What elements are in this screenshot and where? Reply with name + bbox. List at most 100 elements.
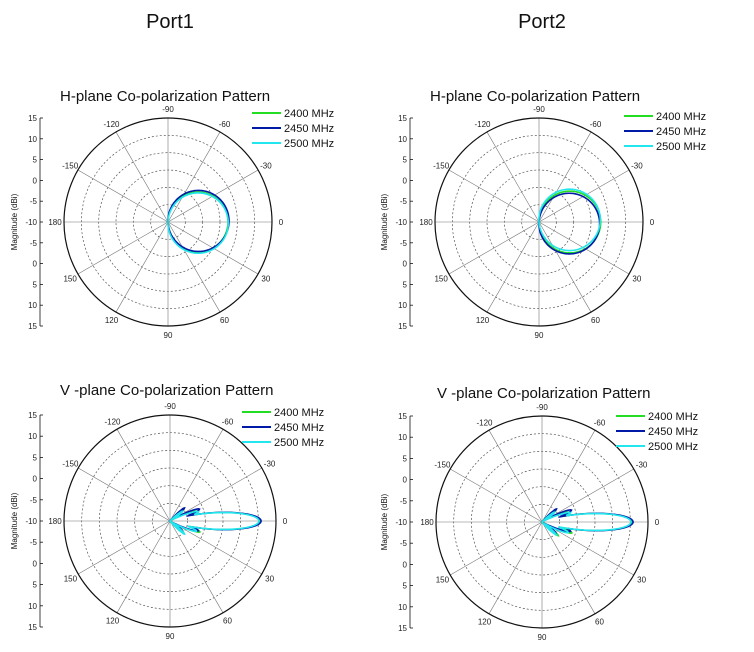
- magnitude-tick-label: -10: [25, 517, 37, 526]
- magnitude-tick-label: 10: [398, 603, 407, 612]
- legend-label: 2400 MHz: [656, 111, 706, 123]
- angle-label: -30: [260, 162, 272, 171]
- angle-label: -30: [636, 461, 648, 470]
- magnitude-tick-label: 15: [398, 322, 407, 331]
- grid-spoke: [450, 521, 543, 576]
- magnitude-tick-label: 5: [403, 454, 408, 463]
- grid-spoke: [541, 521, 634, 576]
- magnitude-tick-label: 5: [33, 156, 38, 165]
- angle-label: 120: [105, 316, 119, 325]
- angle-label: 60: [591, 316, 600, 325]
- legend-label: 2500 MHz: [274, 437, 324, 449]
- magnitude-tick-label: 5: [403, 582, 408, 591]
- magnitude-tick-label: 0: [33, 559, 38, 568]
- grid-spoke: [78, 467, 171, 522]
- grid-spoke: [169, 467, 262, 522]
- chart-title: V -plane Co-polarization Pattern: [437, 385, 650, 402]
- magnitude-tick-label: 15: [28, 623, 37, 632]
- angle-label: 90: [535, 331, 544, 340]
- angle-label: -90: [533, 105, 545, 114]
- grid-spoke: [169, 520, 262, 575]
- magnitude-tick-label: -5: [30, 538, 38, 547]
- series-curve-3: [169, 510, 260, 536]
- angle-label: -30: [264, 460, 276, 469]
- magnitude-tick-label: -10: [395, 218, 407, 227]
- magnitude-tick-label: -5: [30, 239, 38, 248]
- legend-label: 2450 MHz: [274, 422, 324, 434]
- angle-label: 60: [223, 617, 232, 626]
- magnitude-tick-label: 10: [398, 433, 407, 442]
- angle-label: -120: [476, 418, 493, 427]
- series-curve-3: [538, 188, 602, 252]
- angle-label: -120: [103, 120, 120, 129]
- magnitude-tick-label: 10: [28, 301, 37, 310]
- angle-label: 90: [164, 331, 173, 340]
- angle-label: 30: [265, 575, 274, 584]
- angle-label: -150: [62, 162, 79, 171]
- chart-title: H-plane Co-polarization Pattern: [430, 88, 640, 105]
- angle-label: -90: [162, 105, 174, 114]
- angle-label: 120: [106, 617, 120, 626]
- legend-label: 2400 MHz: [648, 411, 698, 423]
- magnitude-tick-label: -10: [25, 218, 37, 227]
- magnitude-tick-label: 15: [398, 412, 407, 421]
- angle-label: 60: [595, 618, 604, 627]
- magnitude-tick-label: 0: [33, 176, 38, 185]
- outer-ring: [63, 414, 277, 628]
- magnitude-tick-label: 15: [28, 322, 37, 331]
- grid-spoke: [77, 221, 169, 275]
- angle-label: 150: [63, 275, 77, 284]
- grid-spoke: [167, 221, 221, 313]
- outer-ring: [435, 415, 649, 629]
- angle-label: 90: [166, 632, 175, 641]
- magnitude-tick-label: 0: [33, 475, 38, 484]
- angle-label: 180: [48, 517, 62, 526]
- grid-spoke: [538, 131, 592, 223]
- grid-spoke: [541, 521, 596, 614]
- angle-label: -60: [590, 120, 602, 129]
- magnitude-tick-label: 0: [403, 560, 408, 569]
- grid-spoke: [115, 221, 169, 313]
- series-curve-3: [541, 511, 632, 537]
- angle-label: -90: [536, 403, 548, 412]
- angle-label: -90: [164, 402, 176, 411]
- magnitude-tick-label: 5: [403, 280, 408, 289]
- magnitude-tick-label: 10: [398, 135, 407, 144]
- grid-spoke: [169, 520, 224, 613]
- magnitude-tick-label: 15: [398, 624, 407, 633]
- outer-ring: [434, 117, 644, 327]
- chart-title: H-plane Co-polarization Pattern: [60, 88, 270, 105]
- angle-label: 120: [476, 316, 490, 325]
- series-curve-2: [167, 189, 230, 253]
- magnitude-tick-label: 10: [28, 432, 37, 441]
- legend-label: 2450 MHz: [648, 426, 698, 438]
- angle-label: 120: [478, 618, 492, 627]
- magnitude-tick-label: 5: [33, 581, 38, 590]
- magnitude-tick-label: 10: [28, 602, 37, 611]
- grid-spoke: [115, 131, 169, 223]
- y-axis-label: Magnitude (dBi): [380, 193, 389, 250]
- legend-label: 2400 MHz: [284, 108, 334, 120]
- polar-chart-1: H-plane Co-polarization Pattern-90 -60 -30…: [10, 88, 334, 340]
- magnitude-tick-label: 5: [403, 156, 408, 165]
- grid-spoke: [78, 520, 171, 575]
- angle-label: 0: [655, 518, 660, 527]
- grid-spoke: [538, 221, 630, 275]
- grid-spoke: [486, 131, 540, 223]
- port1-title: Port1: [146, 11, 194, 33]
- grid-spoke: [538, 221, 592, 313]
- magnitude-tick-label: 0: [403, 476, 408, 485]
- angle-label: 0: [279, 218, 284, 227]
- angle-label: 60: [220, 316, 229, 325]
- legend-label: 2500 MHz: [648, 441, 698, 453]
- angle-label: 180: [419, 218, 433, 227]
- y-axis-label: Magnitude (dBi): [10, 492, 19, 549]
- series-curve-2: [541, 507, 635, 534]
- angle-label: -30: [631, 162, 643, 171]
- angle-label: 90: [538, 633, 547, 642]
- chart-title: V -plane Co-polarization Pattern: [60, 382, 273, 399]
- magnitude-tick-label: -10: [395, 518, 407, 527]
- magnitude-tick-label: 10: [398, 301, 407, 310]
- angle-label: 180: [420, 518, 434, 527]
